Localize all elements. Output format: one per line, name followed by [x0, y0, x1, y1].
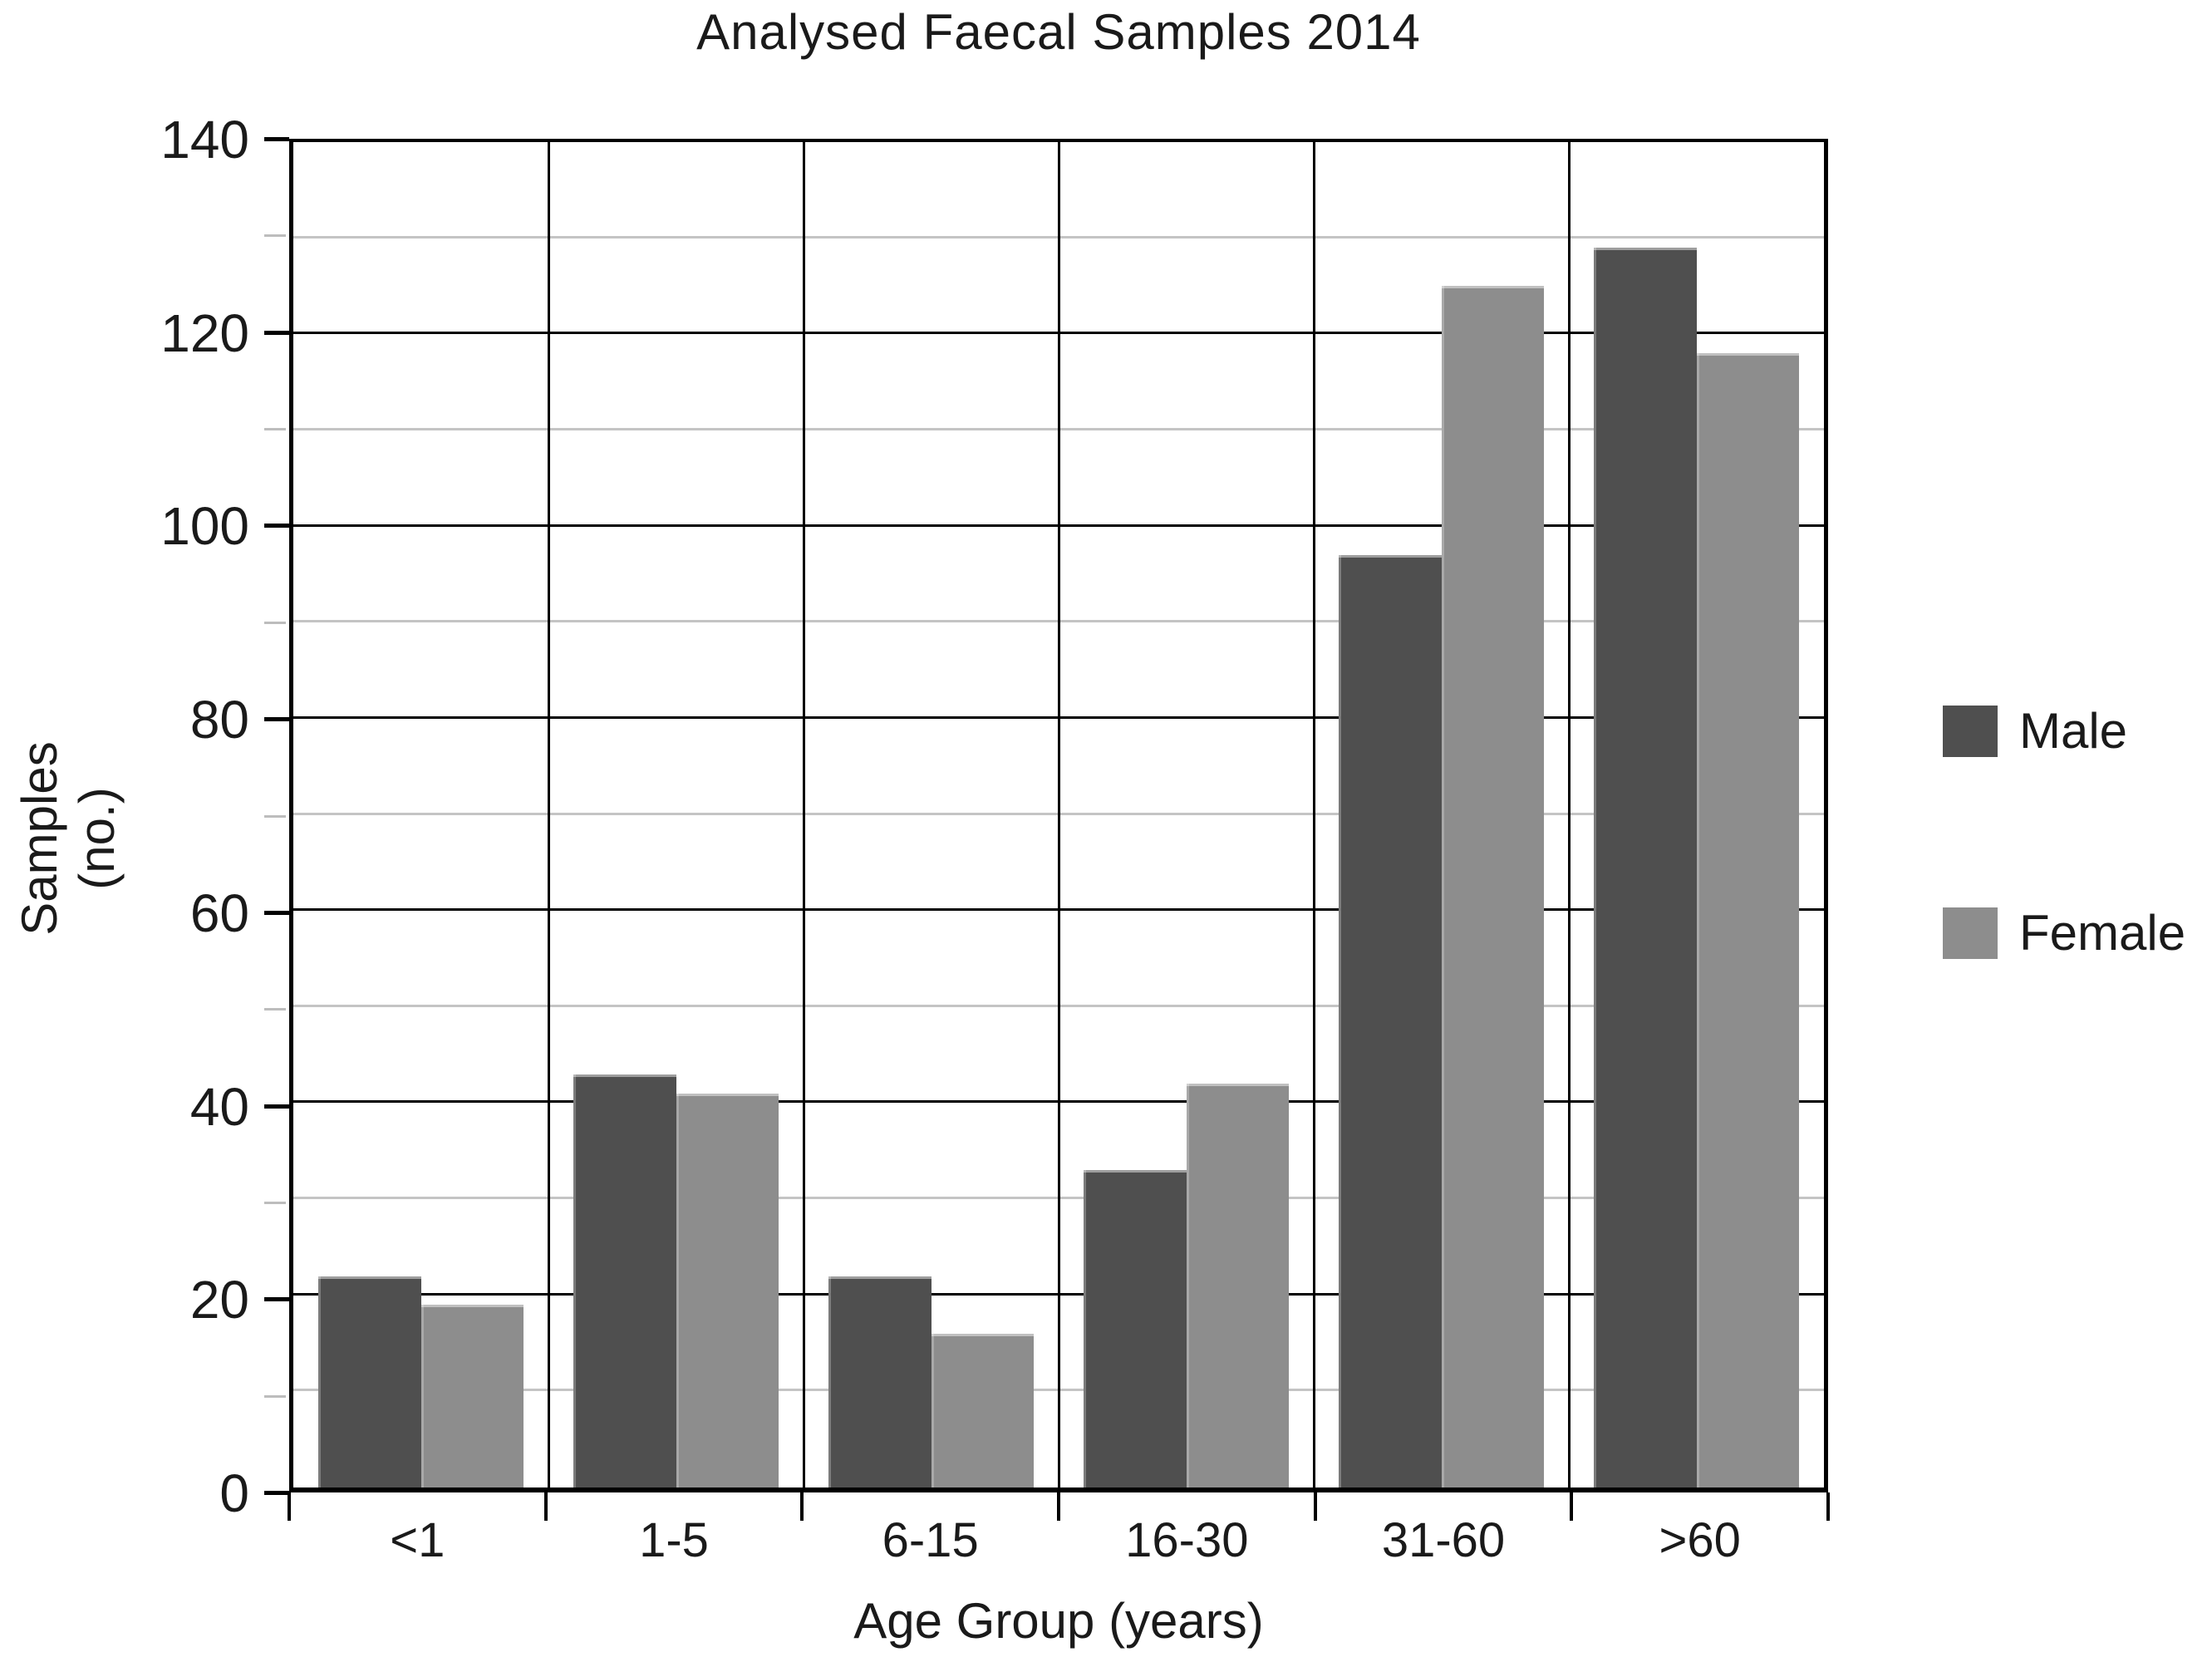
y-tick-80: [264, 717, 289, 722]
legend-item-female: Female: [1943, 904, 2185, 961]
x-tick-3: [1057, 1492, 1060, 1521]
bar-group-<1: [293, 142, 548, 1487]
female-bar-1-5: [676, 1093, 779, 1487]
plot-area: [289, 139, 1828, 1492]
x-tick-label->60: >60: [1659, 1513, 1741, 1567]
male-bar->60: [1594, 248, 1697, 1487]
legend-label-female: Female: [2019, 905, 2186, 961]
y-minor-tick-30: [264, 1201, 286, 1204]
y-axis-title-line2: (no.): [69, 787, 125, 890]
y-tick-140: [264, 137, 289, 141]
bar-group-16-30: [1059, 142, 1314, 1487]
male-bar-1-5: [573, 1074, 676, 1487]
male-bar-31-60: [1339, 555, 1442, 1487]
x-tick-0: [288, 1492, 291, 1521]
legend-label-male: Male: [2019, 703, 2128, 759]
y-tick-label-80: 80: [189, 690, 249, 750]
x-tick-label-16-30: 16-30: [1125, 1513, 1249, 1567]
male-bar-16-30: [1084, 1170, 1187, 1487]
y-tick-label-60: 60: [189, 883, 249, 943]
female-bar-<1: [420, 1305, 524, 1487]
x-tick-2: [800, 1492, 804, 1521]
y-tick-20: [264, 1297, 289, 1302]
male-bar-6-15: [828, 1276, 931, 1487]
y-tick-label-100: 100: [160, 496, 249, 557]
y-tick-label-0: 0: [219, 1463, 249, 1523]
x-tick-label-<1: <1: [390, 1513, 445, 1567]
y-tick-100: [264, 524, 289, 529]
female-bar-6-15: [931, 1333, 1034, 1487]
category-boundary-line-2: [802, 142, 805, 1487]
y-tick-40: [264, 1104, 289, 1109]
x-tick-label-1-5: 1-5: [639, 1513, 709, 1567]
x-tick-5: [1570, 1492, 1574, 1521]
category-boundary-line-3: [1058, 142, 1060, 1487]
bar-group-1-5: [548, 142, 804, 1487]
legend-swatch-male: [1943, 705, 1998, 757]
y-minor-tick-70: [264, 814, 286, 818]
bar-group-6-15: [804, 142, 1059, 1487]
y-tick-label-140: 140: [160, 110, 249, 170]
male-bar-<1: [318, 1276, 421, 1487]
category-boundary-line-5: [1568, 142, 1571, 1487]
y-tick-0: [264, 1491, 289, 1495]
y-minor-tick-130: [264, 234, 286, 238]
x-tick-1: [543, 1492, 548, 1521]
x-axis-title: Age Group (years): [853, 1593, 1264, 1649]
female-bar-16-30: [1186, 1084, 1289, 1487]
legend-swatch-female: [1943, 907, 1998, 959]
x-tick-6: [1826, 1492, 1830, 1521]
category-boundary-line-1: [547, 142, 550, 1487]
female-bar->60: [1696, 353, 1799, 1487]
x-tick-label-31-60: 31-60: [1381, 1513, 1506, 1567]
y-tick-label-120: 120: [160, 302, 249, 363]
y-minor-tick-90: [264, 621, 286, 624]
y-tick-label-20: 20: [189, 1270, 249, 1330]
y-tick-label-40: 40: [189, 1076, 249, 1137]
bar-group->60: [1569, 142, 1824, 1487]
bar-group-31-60: [1314, 142, 1569, 1487]
category-boundary-line-4: [1312, 142, 1315, 1487]
y-tick-120: [264, 330, 289, 335]
x-tick-4: [1313, 1492, 1317, 1521]
legend-item-male: Male: [1943, 702, 2127, 760]
x-tick-label-6-15: 6-15: [882, 1513, 979, 1567]
bars-layer: [293, 142, 1824, 1487]
y-minor-tick-10: [264, 1394, 286, 1398]
y-minor-tick-110: [264, 428, 286, 431]
female-bar-31-60: [1441, 286, 1544, 1487]
y-minor-tick-50: [264, 1008, 286, 1011]
chart-title: Analysed Faecal Samples 2014: [696, 4, 1421, 60]
y-tick-60: [264, 910, 289, 915]
